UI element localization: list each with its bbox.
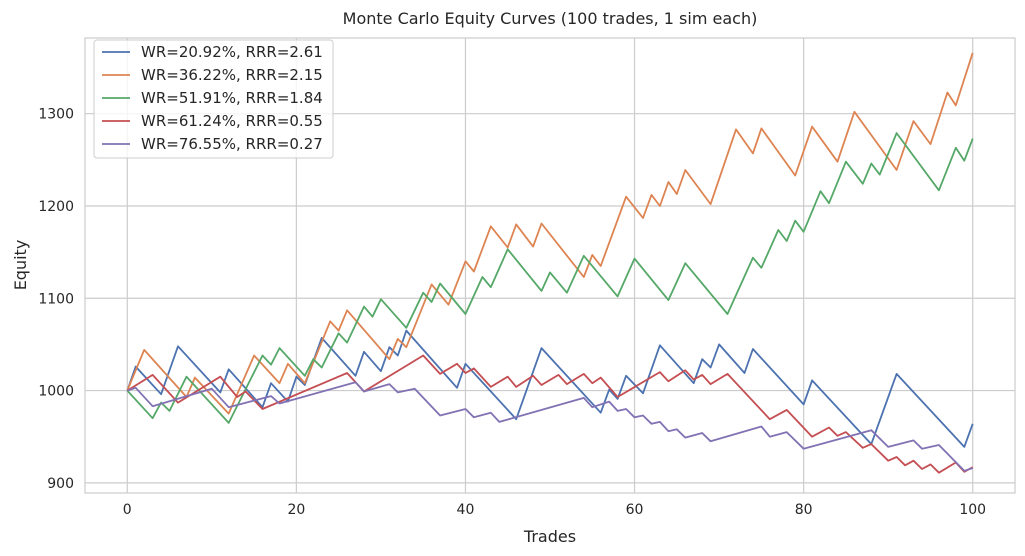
- series-line-4: [126, 354, 974, 474]
- plot-frame: [84, 37, 1016, 494]
- tick-labels: 0 20 40 60 80 100 900 1000 1100 1200 1300: [38, 107, 986, 518]
- y-tick-label: 1300: [38, 107, 74, 123]
- x-tick-label: 80: [795, 502, 813, 518]
- series-line-3: [126, 132, 974, 424]
- x-tick-label: 0: [123, 502, 132, 518]
- x-tick-label: 100: [959, 502, 986, 518]
- y-tick-label: 1100: [38, 291, 74, 307]
- y-tick-label: 1000: [38, 384, 74, 400]
- series-lines: [126, 52, 974, 474]
- legend-entry: WR=76.55%, RRR=0.27: [141, 135, 323, 153]
- legend-box: [93, 39, 334, 159]
- series-line-5: [127, 381, 973, 472]
- y-tick-label: 900: [47, 476, 74, 492]
- x-axis-label: Trades: [523, 527, 576, 546]
- legend-entry: WR=51.91%, RRR=1.84: [141, 89, 323, 107]
- series-line-1: [126, 329, 974, 448]
- chart-title: Monte Carlo Equity Curves (100 trades, 1…: [343, 9, 758, 28]
- legend-entry: WR=20.92%, RRR=2.61: [141, 43, 323, 61]
- legend-entry: WR=36.22%, RRR=2.15: [141, 66, 323, 84]
- x-tick-label: 20: [287, 502, 305, 518]
- legend: WR=20.92%, RRR=2.61 WR=36.22%, RRR=2.15 WR…: [93, 39, 334, 159]
- legend-entry: WR=61.24%, RRR=0.55: [141, 112, 323, 130]
- y-axis-label: Equity: [11, 240, 30, 291]
- x-tick-label: 60: [626, 502, 644, 518]
- x-tick-label: 40: [457, 502, 475, 518]
- series-line-2: [126, 52, 974, 415]
- y-tick-label: 1200: [38, 199, 74, 215]
